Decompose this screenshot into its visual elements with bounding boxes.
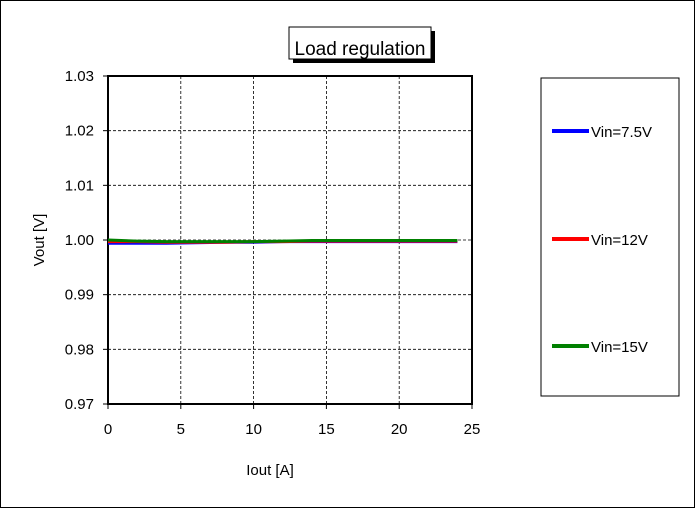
x-tick-label: 25 <box>464 421 481 438</box>
y-tick-label: 0.99 <box>65 287 94 304</box>
y-tick-label: 1.01 <box>65 177 94 194</box>
y-tick-label: 1.03 <box>65 68 94 85</box>
y-tick-label: 0.98 <box>65 341 94 358</box>
y-axis-ticks: 0.97 0.98 0.99 1.00 1.01 1.02 1.03 <box>65 68 108 413</box>
chart-title-box: Load regulation <box>288 26 435 63</box>
x-tick-label: 0 <box>104 421 112 438</box>
x-tick-label: 10 <box>245 421 262 438</box>
legend-label-3: Vin=15V <box>591 339 648 356</box>
y-tick-label: 1.00 <box>65 232 94 249</box>
series-line-3 <box>107 238 458 244</box>
y-axis-title: Vout [V] <box>31 214 48 267</box>
legend-label-2: Vin=12V <box>591 232 648 249</box>
x-axis-ticks: 0 5 10 15 20 25 <box>104 404 481 438</box>
x-tick-label: 5 <box>177 421 185 438</box>
series-lines <box>107 238 458 245</box>
x-axis-title: Iout [A] <box>246 462 294 479</box>
x-tick-label: 20 <box>391 421 408 438</box>
legend: Vin=7.5V Vin=12V Vin=15V <box>540 77 680 397</box>
y-tick-label: 1.02 <box>65 123 94 140</box>
y-tick-label: 0.97 <box>65 396 94 413</box>
legend-label-1: Vin=7.5V <box>591 124 652 141</box>
x-tick-label: 15 <box>318 421 335 438</box>
chart-title: Load regulation <box>295 39 426 60</box>
